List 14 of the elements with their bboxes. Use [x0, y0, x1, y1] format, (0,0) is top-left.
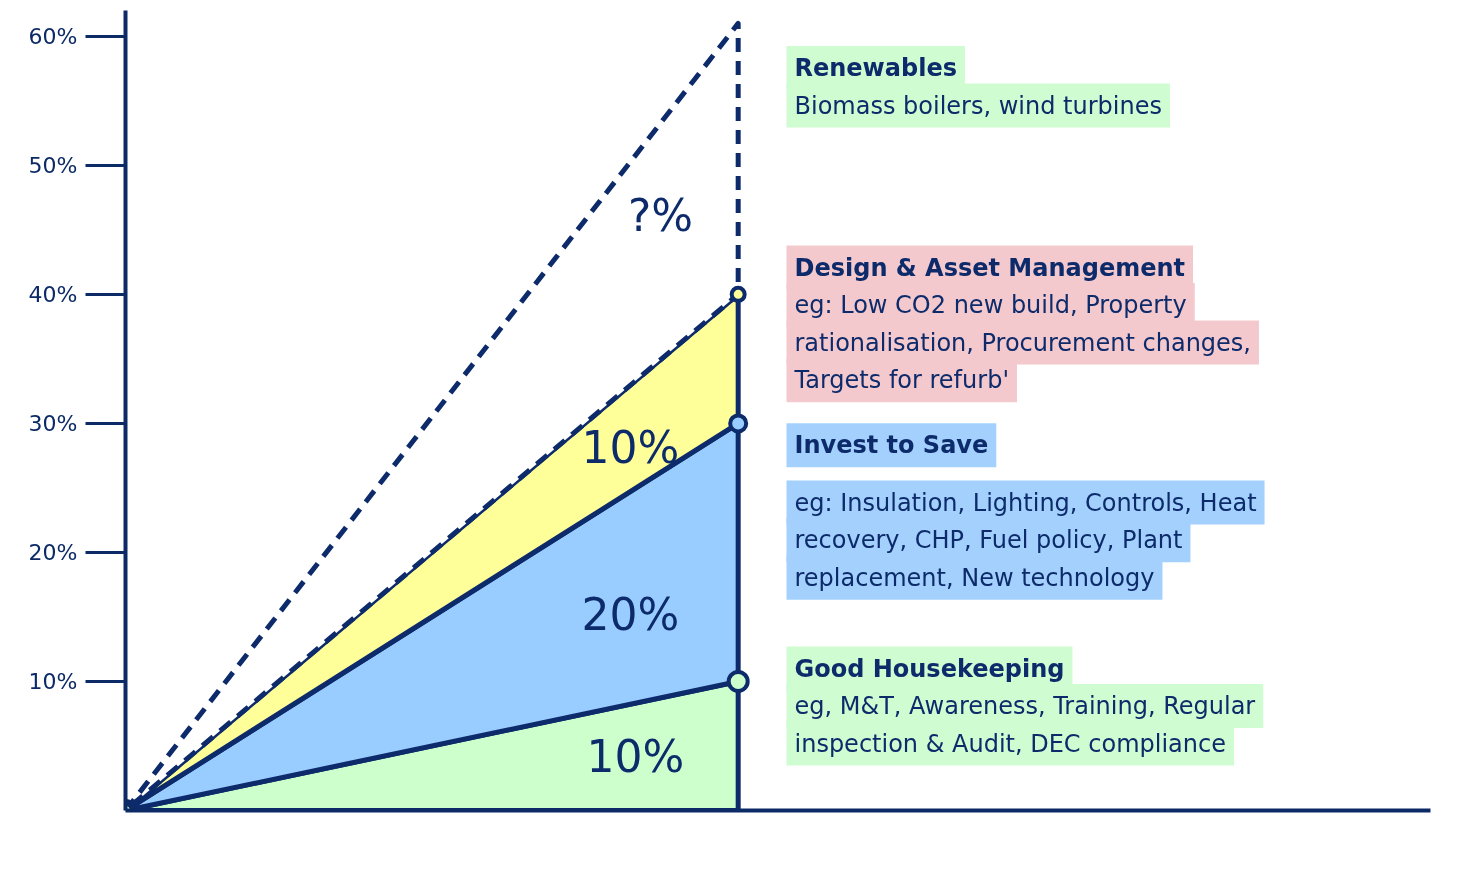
y-tick-label: 10% — [28, 668, 78, 694]
annotation: Design & Asset Management eg: Low CO2 new build, Property rationalisation, Procurement changes, Targets for refurb' — [793, 253, 1251, 395]
text: Invest to Save eg: Insulation, Lighting, Controls, Heat recovery, CHP, Fuel policy, Plant replacement, New technology — [794, 431, 1257, 592]
annotation: ?% — [627, 190, 694, 242]
y-tick-label: 60% — [28, 23, 78, 49]
annotation: Good Housekeeping eg, M&T, Awareness, Training, Regular inspection & Audit, DEC compliance — [794, 654, 1256, 758]
annotation: 10% — [586, 730, 685, 782]
y-tick-label: 30% — [28, 410, 78, 436]
annotation: 20% — [581, 589, 680, 641]
y-tick-label: 20% — [28, 539, 78, 565]
y-tick-label: 40% — [28, 281, 78, 307]
y-tick-label: 50% — [28, 152, 78, 178]
annotation: Renewables Biomass boilers, wind turbines — [794, 54, 1162, 120]
annotation: 10% — [581, 421, 680, 473]
